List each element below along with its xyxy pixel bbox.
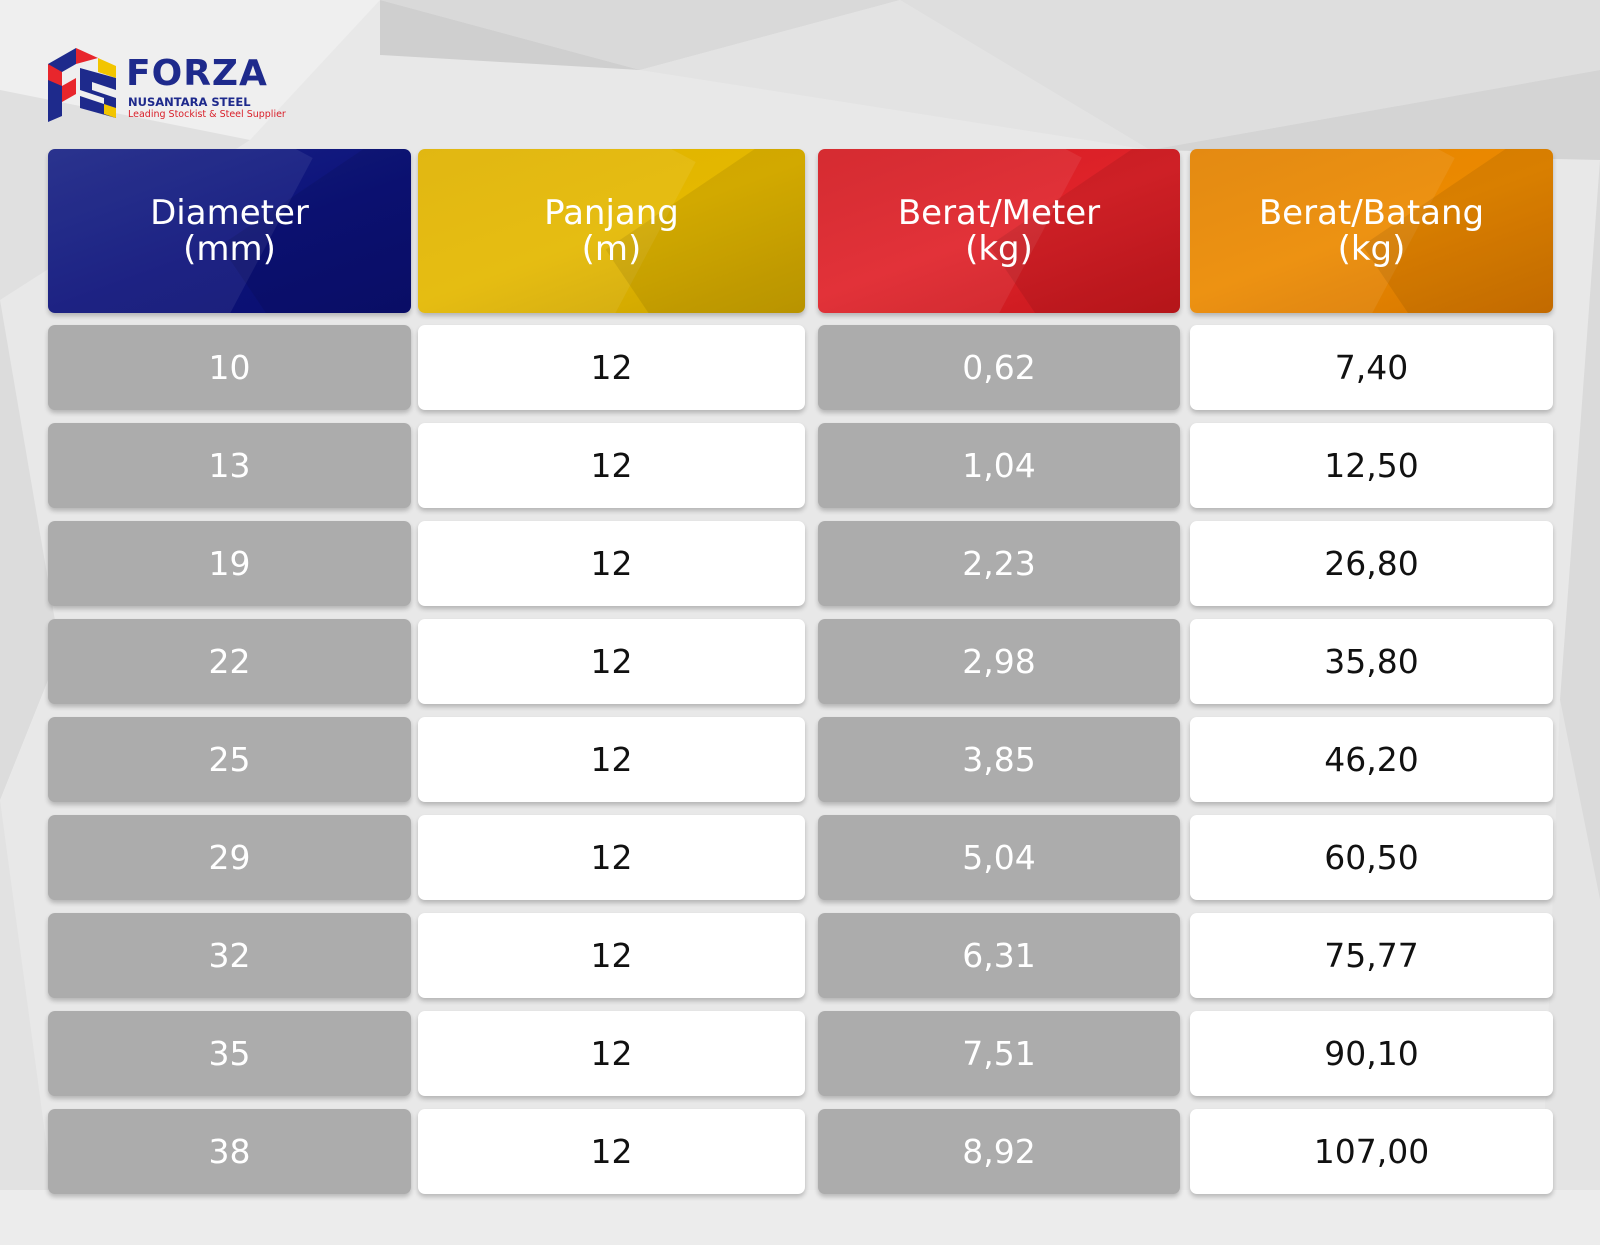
cell-panjang: 12 (418, 619, 805, 704)
cell-diameter: 25 (48, 717, 411, 802)
header-panjang: Panjang (m) (418, 149, 805, 313)
cell-berat-meter: 7,51 (818, 1011, 1180, 1096)
cell-berat-meter: 2,98 (818, 619, 1180, 704)
header-berat-batang: Berat/Batang (kg) (1190, 149, 1553, 313)
header-diameter-label: Diameter (150, 193, 309, 233)
header-diameter-unit: (mm) (183, 229, 276, 269)
header-berat-meter-label: Berat/Meter (897, 193, 1101, 233)
cell-panjang: 12 (418, 1109, 805, 1194)
cell-berat-batang: 7,40 (1190, 325, 1553, 410)
header-diameter: Diameter (mm) (48, 149, 411, 313)
brand-subtitle: NUSANTARA STEEL (128, 95, 251, 109)
cell-berat-meter: 5,04 (818, 815, 1180, 900)
brand-logo: FORZA NUSANTARA STEEL Leading Stockist &… (46, 46, 316, 126)
header-berat-batang-label: Berat/Batang (1258, 193, 1485, 233)
cell-berat-batang: 75,77 (1190, 913, 1553, 998)
cell-berat-batang: 35,80 (1190, 619, 1553, 704)
cell-panjang: 12 (418, 325, 805, 410)
cell-diameter: 35 (48, 1011, 411, 1096)
cell-diameter: 32 (48, 913, 411, 998)
cell-berat-batang: 60,50 (1190, 815, 1553, 900)
cell-diameter: 29 (48, 815, 411, 900)
header-berat-meter: Berat/Meter (kg) (818, 149, 1180, 313)
cell-panjang: 12 (418, 521, 805, 606)
cell-berat-meter: 2,23 (818, 521, 1180, 606)
cell-berat-meter: 6,31 (818, 913, 1180, 998)
cell-berat-batang: 90,10 (1190, 1011, 1553, 1096)
cell-diameter: 22 (48, 619, 411, 704)
cell-berat-meter: 8,92 (818, 1109, 1180, 1194)
cell-panjang: 12 (418, 423, 805, 508)
cell-diameter: 13 (48, 423, 411, 508)
cell-berat-meter: 1,04 (818, 423, 1180, 508)
header-berat-batang-unit: (kg) (1337, 229, 1406, 269)
header-panjang-label: Panjang (544, 193, 679, 233)
brand-tagline: Leading Stockist & Steel Supplier (128, 109, 286, 120)
fs-logo-icon (48, 48, 116, 122)
cell-panjang: 12 (418, 913, 805, 998)
cell-berat-batang: 26,80 (1190, 521, 1553, 606)
cell-berat-batang: 107,00 (1190, 1109, 1553, 1194)
header-panjang-unit: (m) (581, 229, 642, 269)
cell-diameter: 38 (48, 1109, 411, 1194)
cell-panjang: 12 (418, 815, 805, 900)
cell-berat-meter: 0,62 (818, 325, 1180, 410)
cell-berat-batang: 46,20 (1190, 717, 1553, 802)
brand-name: FORZA (126, 53, 268, 94)
cell-berat-batang: 12,50 (1190, 423, 1553, 508)
cell-berat-meter: 3,85 (818, 717, 1180, 802)
header-berat-meter-unit: (kg) (965, 229, 1033, 269)
cell-panjang: 12 (418, 1011, 805, 1096)
cell-diameter: 19 (48, 521, 411, 606)
cell-diameter: 10 (48, 325, 411, 410)
cell-panjang: 12 (418, 717, 805, 802)
